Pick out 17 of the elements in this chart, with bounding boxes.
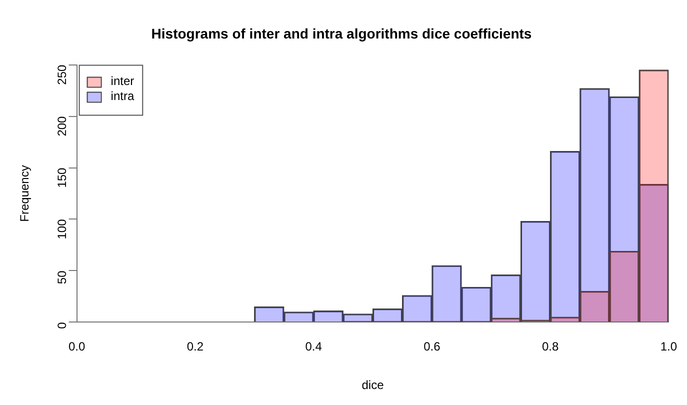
y-tick-label: 150 [55,167,70,188]
x-tick-label: 0.2 [186,340,204,354]
x-tick-label: 0.0 [68,340,86,354]
y-tick-label: 250 [55,64,70,85]
chart-title: Histograms of inter and intra algorithms dice coefficients [151,25,532,42]
x-tick-label: 0.6 [424,340,441,354]
legend-label: inter [110,74,134,88]
y-tick-label: 100 [55,218,70,240]
y-tick-label: 0 [55,322,70,329]
y-tick-label: 50 [55,270,70,284]
x-tick-label: 0.8 [542,340,559,354]
x-tick-label: 1.0 [660,340,678,354]
x-axis-title: dice [362,378,384,392]
legend-label: intra [110,89,134,104]
y-tick-label: 200 [55,116,70,136]
y-axis-title: Frequency [18,165,32,222]
x-tick-label: 0.4 [305,340,322,354]
